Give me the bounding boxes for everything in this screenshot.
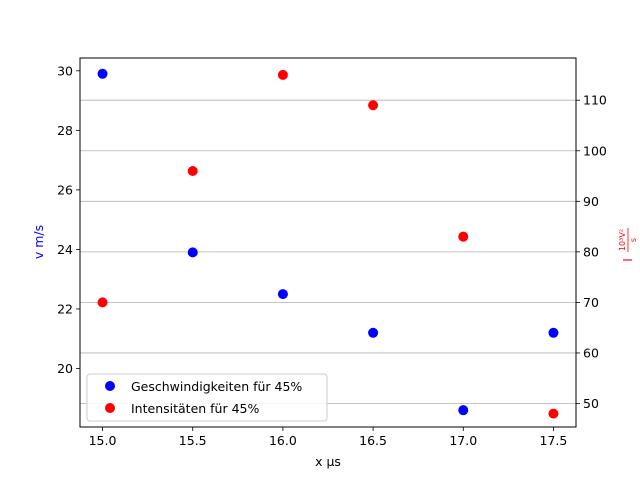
speed-point-1 — [187, 247, 198, 258]
right-tick-label-2: 70 — [583, 295, 599, 310]
intensity-point-5 — [548, 408, 559, 419]
right-axis-label-numerator: 10³V² — [618, 229, 627, 251]
x-tick-label-3: 16.5 — [359, 433, 387, 448]
left-tick-label-2: 24 — [57, 242, 73, 257]
left-tick-label-3: 26 — [57, 182, 73, 197]
legend-marker-speed — [105, 381, 115, 391]
x-tick-label-5: 17.5 — [540, 433, 568, 448]
legend-label-intensity: Intensitäten für 45% — [131, 401, 259, 416]
right-axis-label-denominator: s — [629, 238, 638, 242]
right-tick-label-0: 50 — [583, 396, 599, 411]
x-tick-label-0: 15.0 — [89, 433, 117, 448]
right-tick-label-4: 90 — [583, 194, 599, 209]
speed-point-0 — [97, 68, 108, 79]
intensity-point-4 — [458, 231, 469, 242]
right-tick-label-6: 110 — [583, 93, 607, 108]
speed-point-4 — [458, 405, 469, 416]
left-tick-label-4: 28 — [57, 123, 73, 138]
x-axis-ticks: 15.0 15.5 16.0 16.5 17.0 17.5 — [89, 427, 568, 448]
intensity-point-3 — [368, 100, 379, 111]
plot-frame — [79, 57, 577, 428]
left-axis-label: v m/s — [31, 225, 46, 259]
right-tick-label-3: 80 — [583, 244, 599, 259]
left-axis-ticks: 20 22 24 26 28 30 — [57, 63, 80, 376]
x-tick-label-2: 16.0 — [269, 433, 297, 448]
grid-lines — [80, 99, 576, 404]
right-axis-ticks: 50 60 70 80 90 100 110 — [576, 93, 607, 411]
x-axis-label: x μs — [315, 454, 341, 469]
intensity-point-2 — [277, 69, 288, 80]
speed-point-5 — [548, 327, 559, 338]
right-axis-label: I 10³V² s — [618, 228, 638, 262]
legend-box — [86, 373, 328, 422]
speed-point-3 — [368, 327, 379, 338]
legend-marker-intensity — [105, 403, 115, 413]
speed-point-2 — [277, 289, 288, 300]
left-tick-label-1: 22 — [57, 301, 73, 316]
right-axis-label-prefix: I — [621, 258, 635, 262]
x-tick-label-4: 17.0 — [449, 433, 477, 448]
data-points — [97, 68, 559, 419]
left-tick-label-5: 30 — [57, 63, 73, 78]
legend-label-speed: Geschwindigkeiten für 45% — [131, 379, 302, 394]
right-tick-label-5: 100 — [583, 143, 607, 158]
legend: Geschwindigkeiten für 45% Intensitäten f… — [86, 373, 328, 422]
intensity-point-0 — [97, 297, 108, 308]
right-tick-label-1: 60 — [583, 345, 599, 360]
x-tick-label-1: 15.5 — [179, 433, 207, 448]
intensity-point-1 — [187, 165, 198, 176]
left-tick-label-0: 20 — [57, 361, 73, 376]
